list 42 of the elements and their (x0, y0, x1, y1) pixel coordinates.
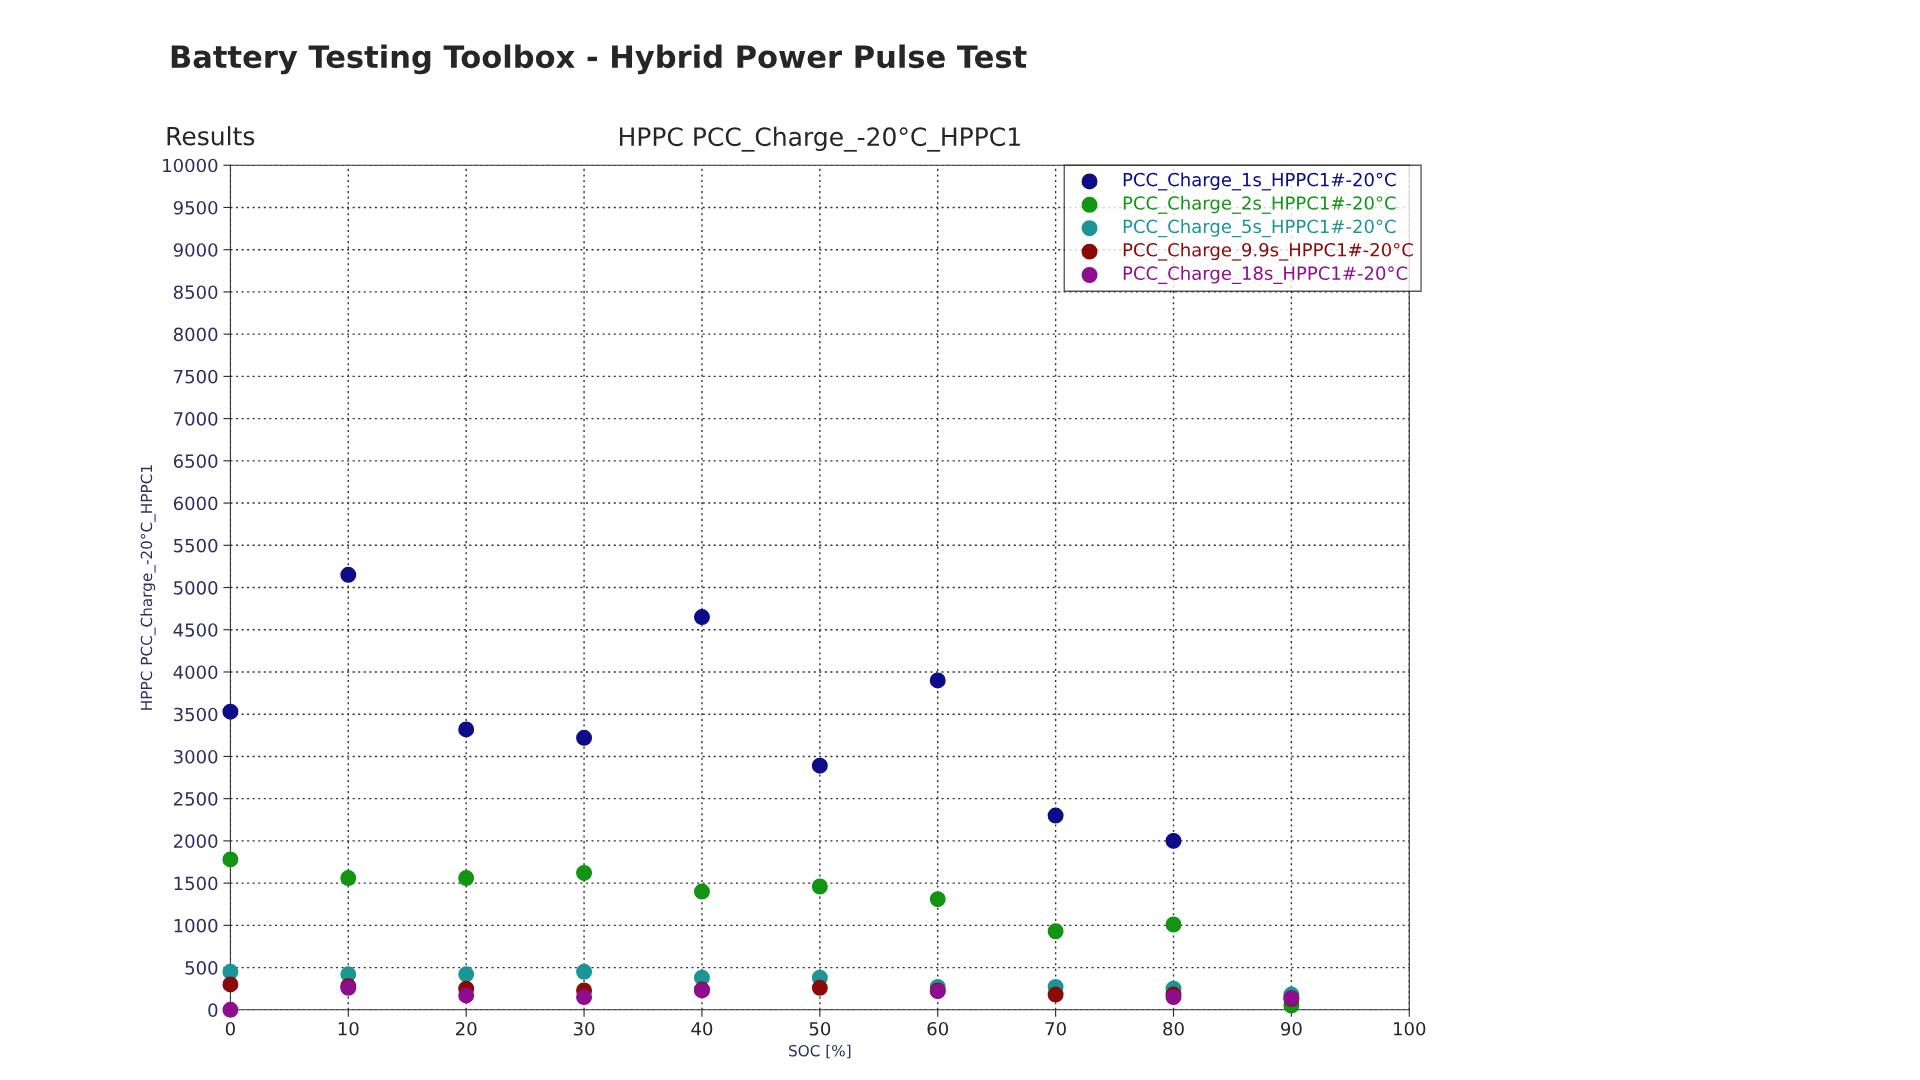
x-tick-label: 40 (691, 1021, 713, 1036)
y-tick-label: 3000 (174, 749, 218, 764)
x-tick-label: 30 (573, 1021, 595, 1036)
legend-label: PCC_Charge_9.9s_HPPC1#-20°C (1123, 242, 1413, 261)
y-tick-label: 6500 (173, 454, 218, 468)
y-tick-label: 10000 (163, 158, 218, 173)
x-tick-label: 0 (225, 1021, 235, 1036)
x-tick-label: 100 (1394, 1021, 1426, 1036)
y-tick-label: 2000 (173, 834, 218, 848)
y-axis-title: HPPC PCC_Charge_-20°C_HPPC1 (140, 465, 156, 710)
legend-label: PCC_Charge_1s_HPPC1#-20°C (1123, 172, 1396, 191)
y-tick-label: 2500 (173, 792, 218, 806)
y-tick-label: 8000 (173, 327, 218, 342)
x-tick-label: 50 (809, 1021, 831, 1036)
legend-label: PCC_Charge_2s_HPPC1#-20°C (1123, 195, 1396, 214)
legend-label: PCC_Charge_18s_HPPC1#-20°C (1123, 266, 1408, 285)
x-tick-label: 20 (456, 1021, 477, 1036)
y-tick-label: 7500 (174, 369, 218, 384)
x-tick-label: 70 (1045, 1021, 1066, 1036)
y-tick-label: 5000 (174, 580, 218, 595)
x-tick-label: 60 (927, 1021, 949, 1036)
y-tick-label: 0 (208, 1003, 218, 1017)
x-tick-label: 80 (1163, 1021, 1184, 1036)
chart-subtitle: Results (167, 126, 255, 146)
x-axis-title: SOC [%] (789, 1044, 851, 1059)
y-tick-label: 4000 (173, 665, 218, 680)
y-tick-label: 1000 (174, 918, 218, 933)
y-tick-label: 9000 (173, 243, 218, 257)
y-tick-label: 3500 (174, 707, 218, 722)
chart-title: Battery Testing Toolbox - Hybrid Power Pulse Test (171, 44, 1027, 75)
x-tick-label: 10 (338, 1021, 359, 1036)
y-tick-label: 500 (185, 961, 218, 975)
y-tick-label: 5500 (174, 538, 218, 553)
y-tick-label: 4500 (173, 623, 218, 637)
y-tick-label: 6000 (173, 496, 218, 511)
x-tick-label: 90 (1281, 1021, 1302, 1036)
y-tick-label: 1500 (174, 876, 218, 891)
y-tick-label: 9500 (173, 200, 218, 215)
y-tick-label: 7000 (174, 412, 218, 426)
y-tick-label: 8500 (173, 285, 218, 300)
text: HPPC PCC_Charge_-20°C_HPPC1 (619, 126, 1020, 152)
legend-label: PCC_Charge_5s_HPPC1#-20°C (1123, 219, 1396, 238)
